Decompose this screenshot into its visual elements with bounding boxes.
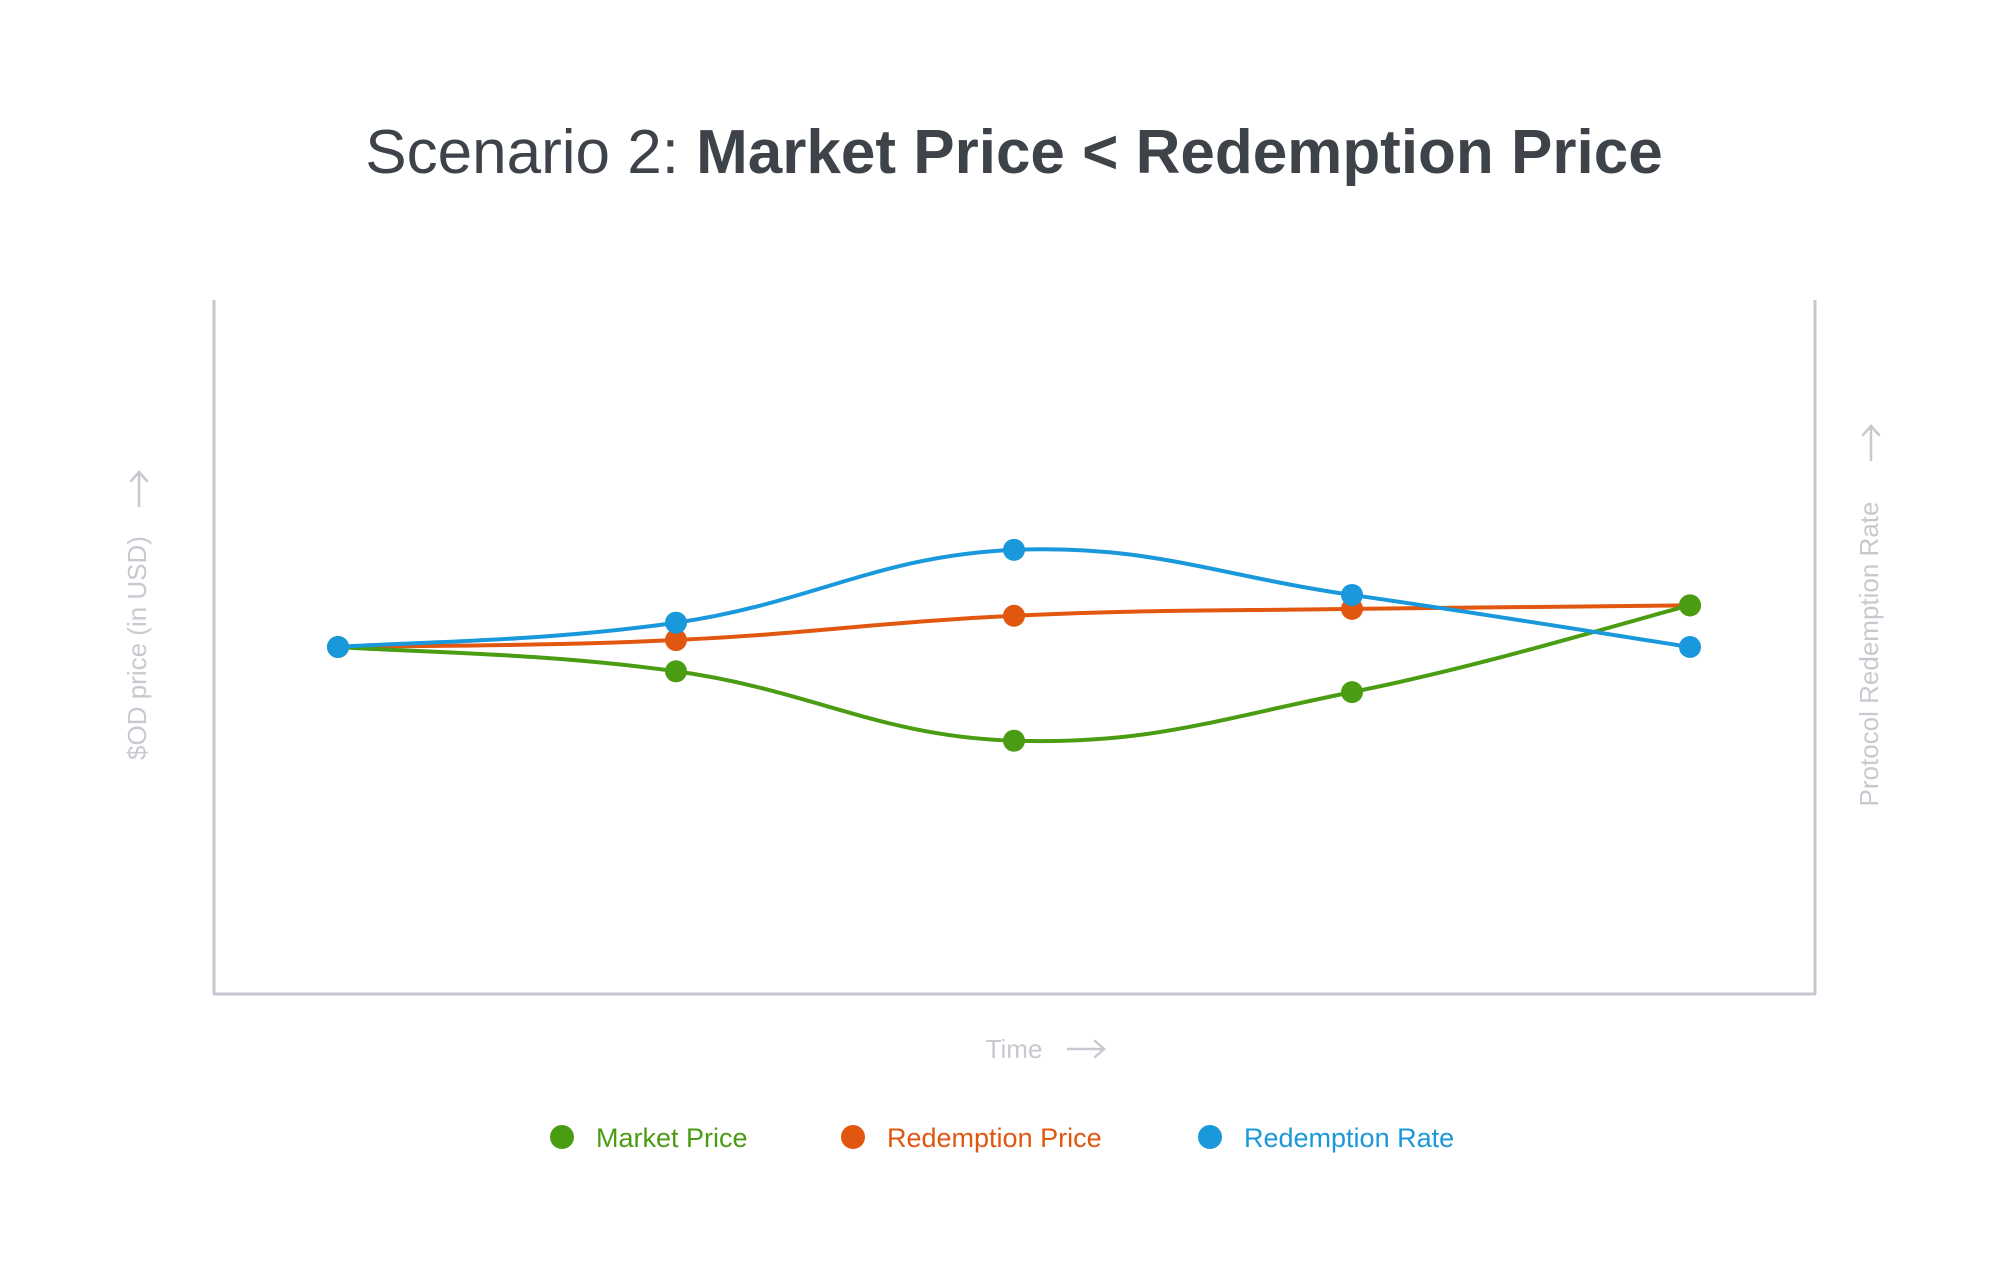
series-redemption-price [327,594,1701,658]
legend-label-redemption-rate: Redemption Rate [1244,1123,1454,1153]
legend-item-market-price: Market Price [550,1123,748,1153]
data-point-redemption-rate-3 [1003,538,1025,561]
legend-item-redemption-rate: Redemption Rate [1198,1123,1454,1153]
y2-axis-label: Protocol Redemption Rate [1854,502,1884,807]
series-layer [327,538,1701,752]
legend-marker-market-price [550,1125,574,1149]
data-point-market-price-2 [665,660,687,683]
legend-marker-redemption-rate [1198,1125,1222,1149]
legend-label-market-price: Market Price [596,1123,748,1153]
data-point-redemption-rate-5 [1679,636,1701,658]
x-axis-label: Time [986,1034,1043,1064]
series-line-redemption-rate [336,547,1692,649]
series-redemption-rate [327,538,1701,658]
legend-marker-redemption-price [841,1125,865,1149]
legend: Market Price Redemption Price Redemption R… [550,1123,1454,1153]
chart-title-main: Market Price < Redemption Price [696,118,1663,187]
chart-title: Scenario 2: Market Price < Redemption Pr… [365,118,1662,187]
data-point-market-price-4 [1341,681,1363,704]
data-point-redemption-rate-4 [1341,583,1363,606]
x-axis-arrow-icon [1066,1039,1106,1059]
data-point-market-price-5 [1679,594,1701,617]
data-point-redemption-rate-2 [665,611,687,634]
data-point-redemption-rate-1 [327,636,349,658]
data-point-redemption-price-2 [665,629,687,652]
series-market-price [327,594,1701,752]
legend-label-redemption-price: Redemption Price [887,1123,1102,1153]
chart-title-prefix: Scenario 2: [365,118,696,187]
data-point-market-price-3 [1003,729,1025,752]
y2-axis-arrow-icon [1861,424,1881,462]
data-point-redemption-price-3 [1003,604,1025,627]
legend-item-redemption-price: Redemption Price [841,1123,1102,1153]
y-axis-arrow-icon [129,470,149,508]
y-axis-label: $OD price (in USD) [122,536,152,760]
